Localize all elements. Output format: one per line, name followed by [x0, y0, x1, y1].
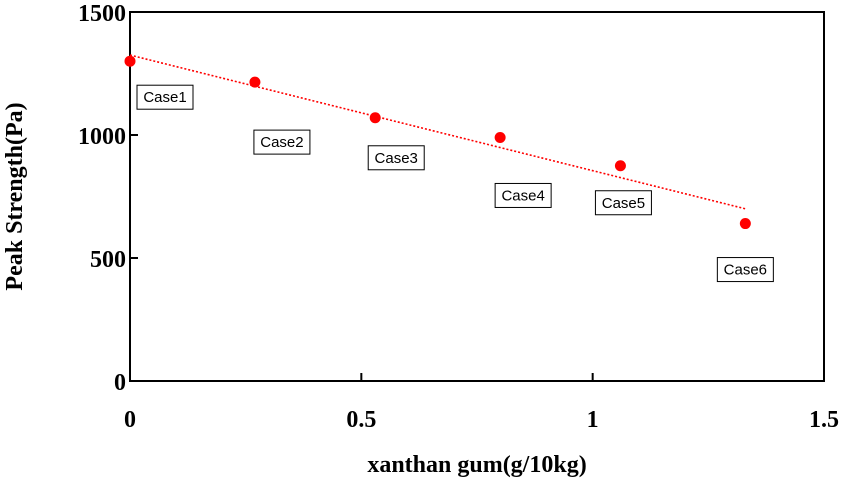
y-tick-label: 1500: [78, 1, 126, 27]
x-axis-title: xanthan gum(g/10kg): [367, 452, 586, 478]
case-label-case6: Case6: [716, 257, 774, 283]
x-tick-label: 0.5: [346, 407, 376, 433]
case-label-text: Case1: [143, 89, 186, 106]
case-label-text: Case4: [501, 187, 544, 204]
y-tick-label: 0: [114, 370, 126, 396]
x-tick-label: 0: [124, 407, 136, 433]
case-label-case4: Case4: [494, 182, 552, 208]
case-label-box: [594, 190, 652, 216]
case-label-box: [136, 84, 194, 110]
case-label-case1: Case1: [136, 84, 194, 110]
data-point-case3: [369, 112, 381, 124]
trendline: [129, 54, 746, 210]
case-label-text: Case2: [260, 134, 303, 151]
tick-labels-group: 0 0.5 1 1.5 0 500 1000 1500: [78, 1, 839, 433]
data-point-case1: [124, 55, 136, 67]
y-tick-label: 1000: [78, 124, 126, 150]
x-tick-label: 1: [587, 407, 599, 433]
data-point-case5: [614, 160, 626, 172]
case-label-text: Case3: [375, 150, 418, 167]
x-tick-label: 1.5: [809, 407, 839, 433]
case-label-case2: Case2: [253, 129, 311, 155]
plot-area: [129, 11, 825, 382]
trendline-group: [129, 54, 746, 210]
case-label-box: [494, 182, 552, 208]
case-label-box: [716, 257, 774, 283]
case-label-case5: Case5: [594, 190, 652, 216]
case-label-box: [253, 129, 311, 155]
data-point-case2: [249, 76, 261, 88]
y-tick-label: 500: [90, 247, 126, 273]
case-label-case3: Case3: [367, 145, 425, 171]
case-label-text: Case6: [724, 262, 767, 279]
case-label-box: [367, 145, 425, 171]
data-point-case4: [494, 131, 506, 143]
case-labels-group: Case1 Case2 Case3 Case4 Case5 Case6: [136, 84, 774, 283]
case-label-text: Case5: [602, 195, 645, 212]
plot-border: [129, 11, 825, 382]
data-points-group: [124, 55, 751, 230]
y-axis-title: Peak Strength(Pa): [2, 102, 28, 290]
data-point-case6: [739, 218, 751, 230]
